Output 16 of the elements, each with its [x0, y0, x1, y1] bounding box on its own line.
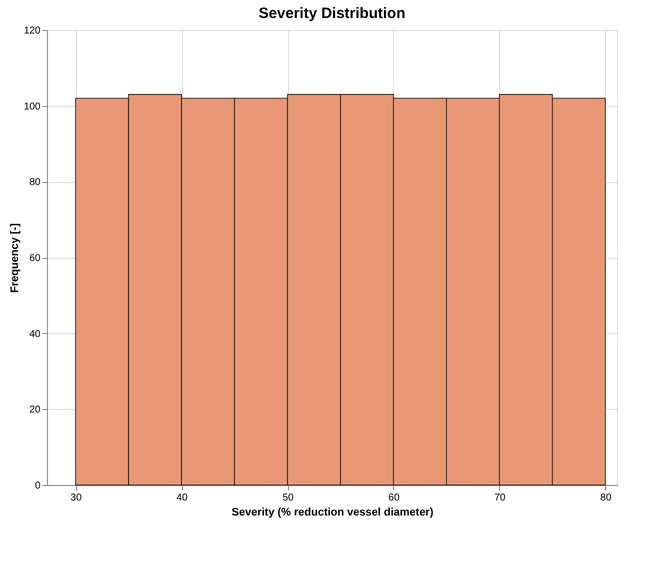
x-tick-label: 80 [600, 492, 612, 504]
y-tick-label: 0 [34, 480, 41, 492]
x-tick-label: 30 [70, 492, 82, 504]
y-tick-label: 80 [29, 177, 41, 188]
x-tick-label: 60 [388, 492, 400, 504]
y-tick-label: 40 [29, 328, 41, 340]
chart-title: Severity Distribution [258, 5, 406, 22]
y-tick-label: 100 [24, 101, 41, 112]
x-tick-label: 40 [176, 492, 188, 504]
x-tick-label: 70 [494, 492, 506, 504]
y-tick-label: 120 [24, 26, 41, 36]
x-tick-label: 50 [282, 492, 294, 504]
y-tick-label: 20 [29, 404, 41, 416]
x-axis-title: Severity (% reduction vessel diameter) [232, 506, 434, 518]
y-axis-title: Frequency [-] [8, 222, 21, 293]
y-tick-label: 60 [29, 253, 41, 264]
